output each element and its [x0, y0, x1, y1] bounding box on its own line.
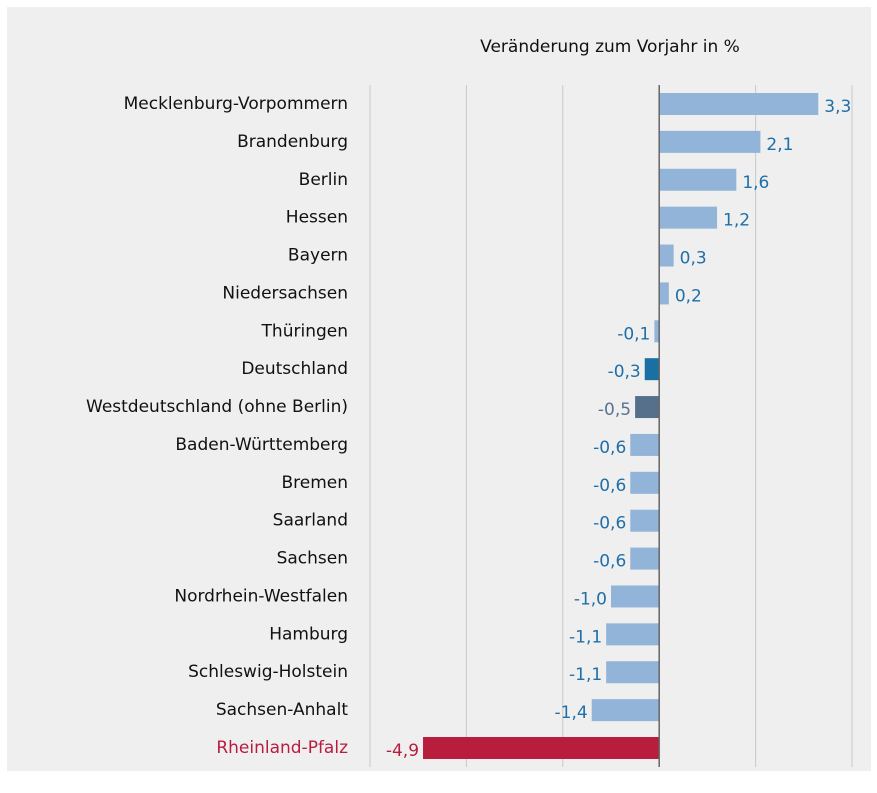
y-tick-label: Sachsen [277, 549, 348, 569]
bar [659, 130, 761, 153]
y-tick-label: Rheinland-Pfalz [216, 738, 348, 758]
bar [659, 206, 718, 229]
bar [630, 433, 660, 456]
value-label: -0,6 [593, 552, 626, 572]
value-label: 1,2 [723, 211, 750, 231]
value-label: 1,6 [742, 173, 769, 193]
bar [654, 320, 660, 343]
bar [630, 471, 660, 494]
value-label: 2,1 [766, 135, 793, 155]
value-label: -0,3 [608, 362, 641, 382]
bar [659, 244, 674, 267]
bar [423, 737, 660, 759]
y-tick-label: Niedersachsen [222, 283, 348, 303]
value-label: -4,9 [386, 741, 419, 761]
value-label: 0,3 [680, 249, 707, 269]
bar [644, 358, 660, 381]
y-tick-label: Berlin [299, 170, 348, 190]
y-tick-label: Deutschland [241, 359, 348, 379]
panel [7, 7, 871, 771]
value-label: -1,1 [569, 627, 602, 647]
bar [659, 93, 819, 115]
y-tick-label: Brandenburg [237, 132, 348, 152]
y-tick-label: Mecklenburg-Vorpommern [124, 94, 348, 114]
value-label: 3,3 [824, 97, 851, 117]
bar [611, 585, 660, 608]
y-tick-label: Saarland [273, 511, 348, 531]
y-tick-label: Thüringen [261, 321, 348, 341]
bar [635, 396, 660, 419]
value-label: 0,2 [675, 286, 702, 306]
y-tick-label: Hamburg [269, 624, 348, 644]
value-label: -1,0 [574, 589, 607, 609]
bar [659, 168, 737, 191]
value-label: -0,6 [593, 476, 626, 496]
chart-title: Veränderung zum Vorjahr in % [480, 37, 740, 57]
y-tick-label: Hessen [286, 208, 348, 228]
bar [606, 623, 660, 646]
bar [591, 699, 660, 722]
value-label: -0,6 [593, 514, 626, 534]
value-label: -0,1 [617, 324, 650, 344]
y-tick-label: Baden-Württemberg [175, 435, 348, 455]
y-tick-label: Bayern [288, 246, 348, 266]
bar [606, 661, 660, 684]
y-tick-label: Westdeutschland (ohne Berlin) [86, 397, 348, 417]
y-tick-label: Sachsen-Anhalt [216, 700, 348, 720]
bar [659, 282, 669, 305]
bar [630, 547, 660, 570]
y-tick-label: Schleswig-Holstein [188, 662, 348, 682]
bar [630, 509, 660, 532]
value-label: -1,1 [569, 665, 602, 685]
y-tick-label: Bremen [281, 473, 348, 493]
value-label: -0,5 [598, 400, 631, 420]
value-label: -1,4 [555, 703, 588, 723]
y-tick-label: Nordrhein-Westfalen [174, 586, 348, 606]
value-label: -0,6 [593, 438, 626, 458]
